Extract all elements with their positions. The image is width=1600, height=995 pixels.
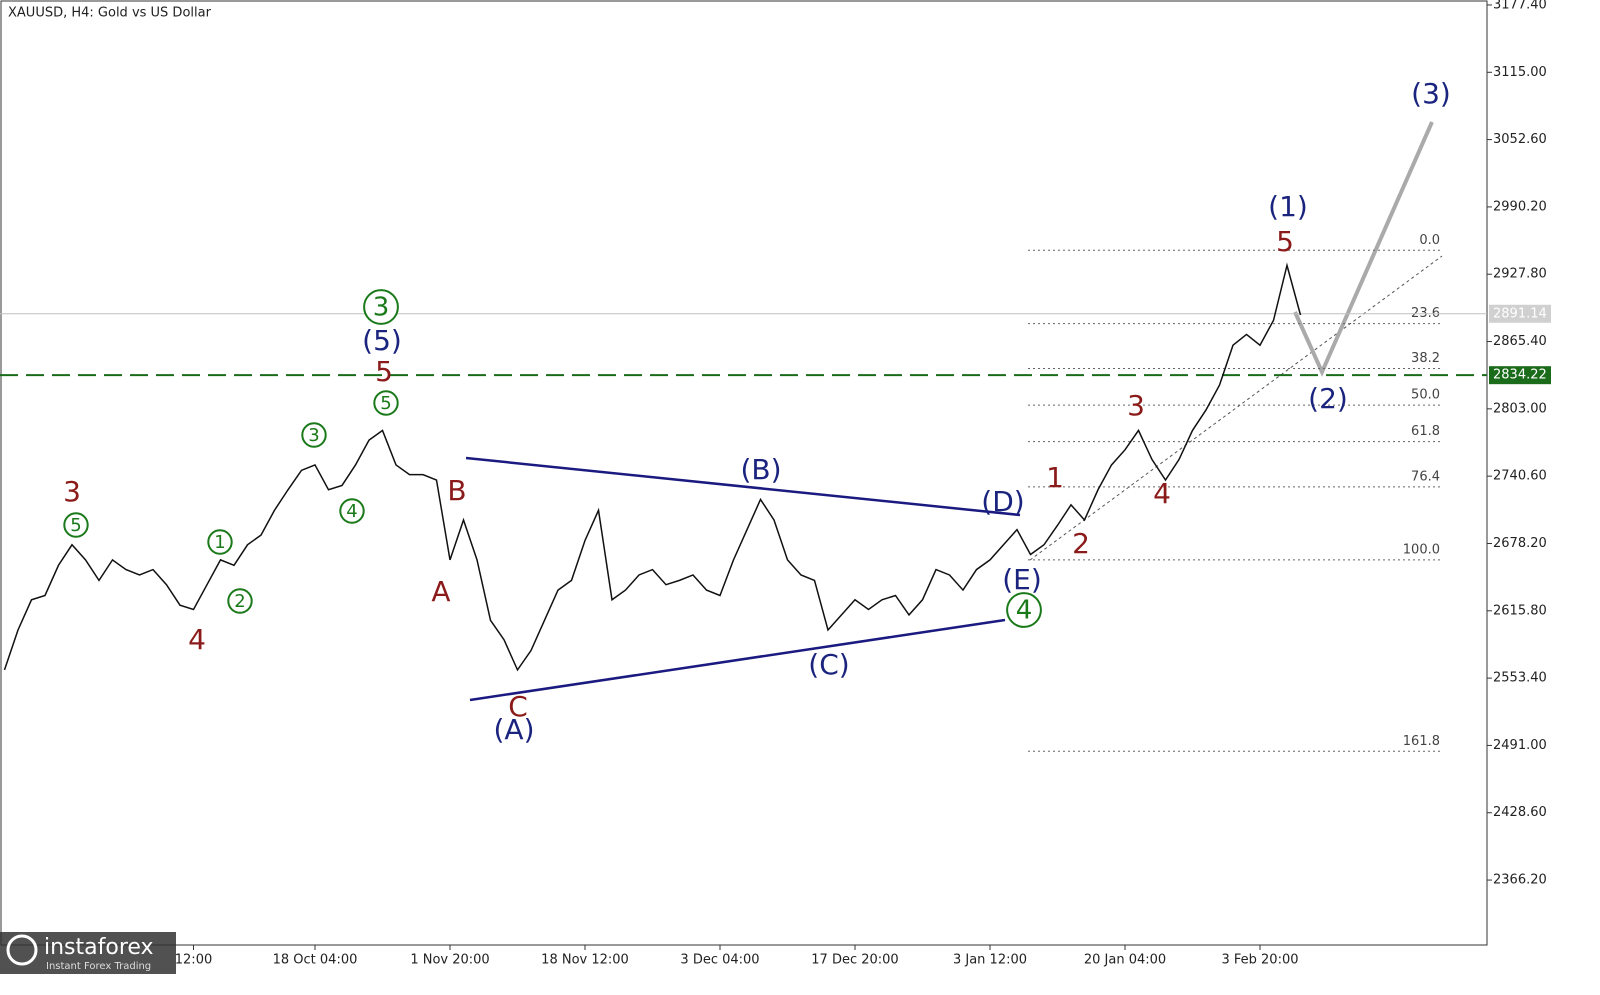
- wave-label: 1: [214, 532, 225, 553]
- y-tick-label: 2553.40: [1493, 671, 1547, 686]
- x-tick-label: 3 Jan 12:00: [953, 953, 1027, 968]
- wave-label: C: [508, 690, 528, 723]
- fib-label: 61.8: [1411, 424, 1440, 439]
- y-tick-label: 2366.20: [1493, 873, 1547, 888]
- wave-label: A: [431, 575, 450, 608]
- x-tick-label: 1 Nov 20:00: [410, 953, 489, 968]
- wave-label: 1: [1046, 461, 1064, 494]
- wave-label: 5: [380, 393, 391, 414]
- wave-circle: [301, 422, 327, 448]
- wave-circle: [63, 512, 89, 538]
- y-tick-label: 2803.00: [1493, 401, 1547, 416]
- y-tick-label: 2990.20: [1493, 199, 1547, 214]
- wave-circle: [1006, 592, 1042, 628]
- wave-label: (D): [981, 485, 1024, 518]
- brand-name: instaforex: [44, 935, 154, 960]
- wave-label: 4: [1153, 477, 1171, 510]
- y-tick-label: 2428.60: [1493, 805, 1547, 820]
- wave-circle: [207, 529, 233, 555]
- current-price-box: [1489, 304, 1551, 323]
- wave-label: (1): [1268, 190, 1308, 223]
- level-box: [1489, 366, 1551, 385]
- y-tick-label: 2615.80: [1493, 603, 1547, 618]
- level-label: 2834.22: [1493, 368, 1547, 383]
- trend-line: [1029, 255, 1443, 561]
- plot-frame: [0, 0, 1488, 946]
- wave-label: 3: [373, 293, 390, 323]
- brand-tagline: Instant Forex Trading: [46, 961, 151, 972]
- wave-label: 3: [308, 425, 319, 446]
- triangle-lower: [469, 618, 1006, 702]
- y-tick-label: 2865.40: [1493, 334, 1547, 349]
- fib-label: 76.4: [1411, 469, 1440, 484]
- x-tick-label: 3 Feb 20:00: [1221, 953, 1298, 968]
- wave-label: 4: [346, 501, 357, 522]
- triangle-upper: [465, 456, 1021, 517]
- wave-circle: [227, 588, 253, 614]
- current-price-label: 2891.14: [1493, 306, 1547, 321]
- brand-logo: [6, 934, 38, 966]
- wave-label: (2): [1308, 382, 1348, 415]
- wave-label: 4: [188, 623, 206, 656]
- y-tick-label: 2491.00: [1493, 738, 1547, 753]
- wave-label: (A): [493, 713, 534, 746]
- x-tick-label: 17 Dec 20:00: [811, 953, 898, 968]
- wave-label: (5): [362, 324, 402, 357]
- x-tick-label: 18 Oct 04:00: [273, 953, 358, 968]
- wave-label: 4: [1016, 596, 1033, 626]
- x-tick-label: 18 Nov 12:00: [541, 953, 629, 968]
- fib-label: 50.0: [1411, 388, 1440, 403]
- brand: instaforex Instant Forex Trading: [0, 932, 176, 974]
- wave-label: (B): [740, 453, 781, 486]
- y-tick-label: 2927.80: [1493, 267, 1547, 282]
- fib-label: 38.2: [1411, 351, 1440, 366]
- y-tick-label: 2740.60: [1493, 469, 1547, 484]
- wave-circle: [373, 390, 399, 416]
- fib-label: 161.8: [1403, 734, 1440, 749]
- x-tick-label: 3 Dec 04:00: [680, 953, 759, 968]
- wave-circle: [363, 289, 399, 325]
- wave-label: (C): [808, 648, 849, 681]
- projection: [1293, 121, 1434, 377]
- x-tick-label: 12:00: [175, 953, 212, 968]
- wave-label: 3: [63, 475, 81, 508]
- wave-label: (3): [1411, 77, 1451, 110]
- price-line: [3, 262, 1302, 672]
- x-tick-label: 20 Jan 04:00: [1084, 953, 1166, 968]
- y-tick-label: 3115.00: [1493, 65, 1547, 80]
- wave-label: 2: [1072, 527, 1090, 560]
- wave-label: 5: [375, 355, 393, 388]
- fib-label: 100.0: [1403, 542, 1440, 557]
- chart-title: XAUUSD, H4: Gold vs US Dollar: [8, 6, 212, 21]
- y-tick-label: 2678.20: [1493, 536, 1547, 551]
- y-tick-label: 3052.60: [1493, 132, 1547, 147]
- wave-label: 3: [1127, 389, 1145, 422]
- wave-label: 5: [70, 515, 81, 536]
- wave-label: 5: [1276, 225, 1294, 258]
- wave-label: B: [447, 474, 466, 507]
- wave-circle: [339, 498, 365, 524]
- y-tick-label: 3177.40: [1493, 0, 1547, 12]
- wave-label: 2: [234, 591, 245, 612]
- wave-label: (E): [1002, 563, 1042, 596]
- fib-label: 0.0: [1419, 233, 1440, 248]
